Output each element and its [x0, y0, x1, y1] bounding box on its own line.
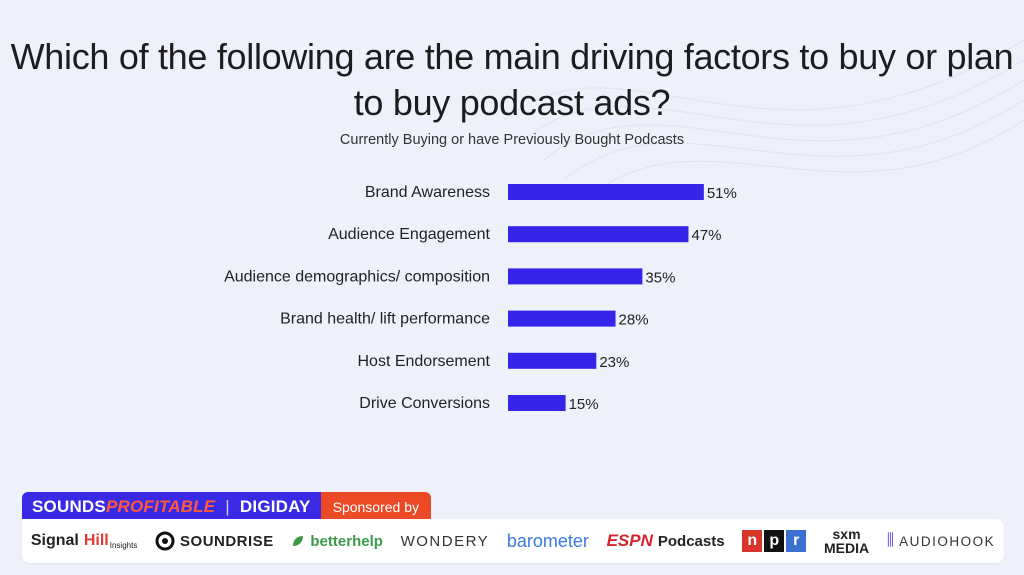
bar — [508, 310, 616, 327]
bar — [508, 226, 689, 243]
signal-hill-logo: Signal Hill Insights — [31, 532, 137, 550]
sxm-text: sxm — [832, 526, 861, 542]
leaf-icon — [293, 536, 304, 546]
npr-p: p — [764, 530, 785, 552]
soundrise-text: SOUNDRISE — [180, 532, 274, 550]
signal-hill-text: Signal — [30, 532, 79, 549]
value-label: 35% — [645, 269, 675, 286]
sponsor-header: SOUNDS PROFITABLE | DIGIDAY Sponsored by — [22, 492, 432, 521]
category-label: Host Endorsement — [357, 353, 490, 370]
value-label: 23% — [599, 354, 629, 371]
value-label: 51% — [707, 185, 737, 202]
signal-hill-insights: Insights — [109, 541, 138, 550]
espn-text: ESPN — [606, 531, 653, 550]
espn-podcasts-logo: ESPN Podcasts — [607, 531, 725, 551]
audiohook-text: AUDIOHOOK — [899, 533, 996, 549]
category-label: Brand Awareness — [365, 184, 490, 201]
soundrise-logo: SOUNDRISE — [155, 531, 274, 551]
bar — [508, 395, 566, 411]
sponsor-logos-bar: Signal Hill Insights SOUNDRISE betterhelp… — [22, 519, 1004, 563]
value-label: 47% — [691, 227, 721, 244]
bar-chart: Brand Awareness 51% Audience Engagement 47%… — [224, 184, 737, 413]
audiohook-logo: ⫼ AUDIOHOOK — [887, 532, 995, 550]
bar — [508, 184, 704, 200]
espn-podcasts-text: Podcasts — [657, 532, 725, 550]
value-label: 28% — [619, 312, 649, 329]
betterhelp-text: betterhelp — [310, 532, 383, 550]
category-label: Drive Conversions — [359, 395, 490, 412]
sxm-media-logo: sxm MEDIA — [824, 527, 869, 555]
brand-profitable: PROFITABLE — [105, 496, 216, 516]
npr-r: r — [786, 530, 807, 552]
signal-hill-accent: Hill — [83, 532, 109, 549]
brand-separator: | — [225, 496, 230, 516]
value-label: 15% — [569, 396, 599, 413]
category-label: Audience Engagement — [328, 226, 490, 243]
sxm-media-text: MEDIA — [823, 540, 870, 556]
sounds-profitable-digiday-logo: SOUNDS PROFITABLE | DIGIDAY — [22, 492, 321, 521]
barometer-logo: barometer — [506, 530, 589, 551]
audiohook-icon: ⫼ — [886, 532, 895, 549]
brand-sounds: SOUNDS — [32, 496, 106, 516]
chart-subtitle: Currently Buying or have Previously Boug… — [339, 132, 685, 148]
chart-title: Which of the following are the main driv… — [10, 36, 1014, 123]
brand-digiday: DIGIDAY — [239, 496, 311, 516]
npr-n: n — [742, 530, 763, 552]
category-label: Brand health/ lift performance — [280, 311, 490, 328]
sponsored-by-label: Sponsored by — [320, 492, 432, 521]
category-label: Audience demographics/ composition — [224, 268, 490, 285]
bar — [508, 268, 643, 285]
wondery-logo: WONDERY — [400, 532, 490, 550]
betterhelp-logo: betterhelp — [291, 533, 383, 550]
soundrise-icon — [155, 531, 175, 551]
bar — [508, 352, 597, 369]
